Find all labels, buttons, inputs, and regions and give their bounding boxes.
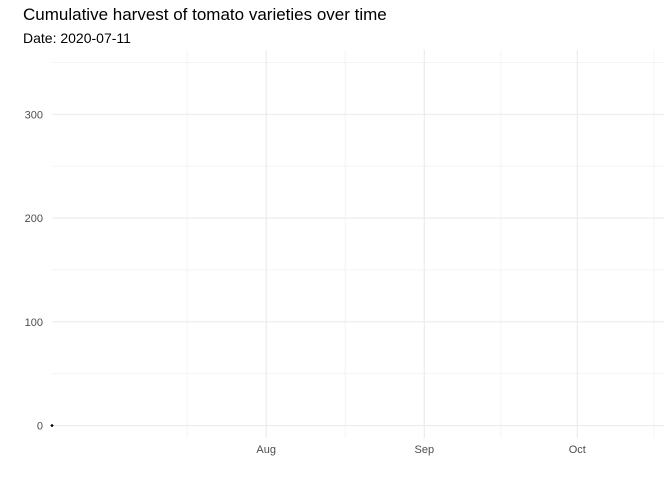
y-tick-label: 300 [25,109,43,121]
x-tick-label: Oct [569,444,586,456]
minor-gridlines [52,50,664,438]
y-axis: 0 100 200 300 [25,109,43,432]
series-point [50,424,54,427]
chart-title: Cumulative harvest of tomato varieties o… [23,5,387,24]
x-tick-label: Aug [256,444,276,456]
y-tick-label: 100 [25,317,43,329]
y-tick-label: 0 [37,421,43,433]
x-axis: Aug Sep Oct [256,444,585,456]
y-tick-label: 200 [25,213,43,225]
chart-subtitle: Date: 2020-07-11 [23,30,131,46]
series-labels [50,424,54,427]
x-tick-label: Sep [415,444,435,456]
major-gridlines [52,50,664,438]
